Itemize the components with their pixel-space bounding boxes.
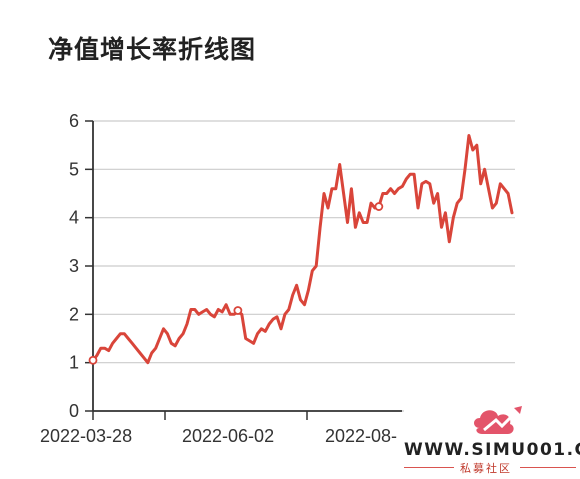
watermark: WWW.SIMU001.CN 私募社区 — [404, 396, 580, 479]
y-tick-label: 3 — [69, 256, 79, 276]
watermark-text: WWW.SIMU001.CN — [404, 440, 580, 460]
x-axis: 2022-03-28 2022-06-02 2022-08- — [40, 121, 402, 446]
marked-point — [233, 306, 243, 315]
marked-point — [88, 355, 98, 365]
marked-points — [88, 202, 384, 365]
y-tick-label: 5 — [69, 159, 79, 179]
y-tick-label: 6 — [69, 111, 79, 131]
y-tick-labels: 0 1 2 3 4 5 6 — [69, 111, 79, 421]
y-tick-label: 1 — [69, 353, 79, 373]
simu-logo-icon — [474, 406, 522, 434]
watermark-subtext: 私募社区 — [460, 462, 512, 475]
watermark-rule-right — [520, 467, 576, 468]
y-tick-label: 0 — [69, 401, 79, 421]
x-tick-label: 2022-03-28 — [40, 426, 132, 446]
y-tick-label: 4 — [69, 208, 79, 228]
chart-title: 净值增长率折线图 — [48, 35, 257, 64]
watermark-rule-left — [404, 467, 454, 468]
marked-point — [374, 202, 384, 211]
series-group — [91, 134, 514, 365]
grid-lines — [85, 120, 515, 412]
x-tick-label: 2022-08- — [325, 426, 397, 446]
x-tick-label: 2022-06-02 — [182, 426, 274, 446]
y-tick-label: 2 — [69, 304, 79, 324]
series-line — [91, 134, 514, 365]
